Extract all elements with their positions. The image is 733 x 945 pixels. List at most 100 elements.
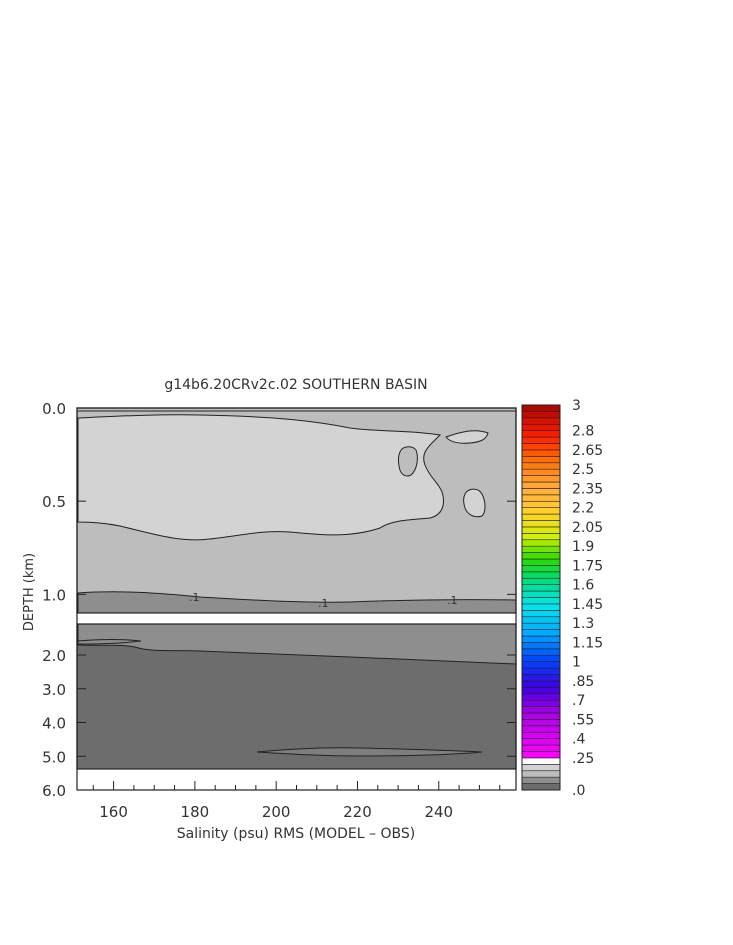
colorbar-segment — [521, 667, 561, 675]
colorbar-label: 1.45 — [572, 597, 603, 613]
y-tick-label: 3.0 — [42, 681, 66, 699]
colorbar-segment — [521, 520, 561, 528]
colorbar-segment — [521, 603, 561, 611]
colorbar-segment — [521, 500, 561, 508]
lower-panel-upper-band — [77, 623, 517, 665]
colorbar-segment — [521, 539, 561, 547]
y-tick-label: 2.0 — [42, 647, 66, 665]
colorbar-label: 1.15 — [572, 635, 603, 651]
y-tick-label: 4.0 — [42, 715, 66, 733]
colorbar-segment — [521, 545, 561, 553]
colorbar-segment — [521, 417, 561, 425]
colorbar-segment — [521, 533, 561, 541]
colorbar-segment — [521, 764, 561, 772]
colorbar-frame — [521, 404, 561, 791]
y-axis-label: DEPTH (km) — [22, 553, 37, 631]
colorbar-segment — [521, 719, 561, 727]
x-tick-label: 200 — [262, 803, 291, 821]
colorbar-segment — [521, 488, 561, 496]
colorbar-segment — [521, 411, 561, 419]
colorbar-label: .0 — [572, 783, 585, 799]
lower-panel-sliver — [77, 639, 142, 645]
colorbar — [521, 404, 561, 791]
colorbar-segment — [521, 687, 561, 695]
colorbar-segment — [521, 654, 561, 662]
y-tick-label: 5.0 — [42, 748, 66, 766]
lower-panel-deep-lens — [256, 747, 483, 757]
colorbar-segment — [521, 481, 561, 489]
colorbar-segment — [521, 661, 561, 669]
colorbar-segment — [521, 430, 561, 438]
colorbar-segment — [521, 738, 561, 746]
x-axis: 160 180 200 220 240 — [92, 781, 501, 821]
colorbar-segment — [521, 423, 561, 431]
colorbar-segment — [521, 449, 561, 457]
colorbar-segment — [521, 731, 561, 739]
colorbar-label: 1.6 — [572, 578, 594, 594]
y-tick-label: 0.0 — [42, 400, 66, 418]
colorbar-segment — [521, 404, 561, 412]
colorbar-segment — [521, 462, 561, 470]
colorbar-label: .4 — [572, 732, 585, 748]
upper-panel: .1 .1 .1 — [76, 407, 517, 614]
colorbar-label: 2.8 — [572, 424, 594, 440]
colorbar-segment — [521, 635, 561, 643]
x-axis-label: Salinity (psu) RMS (MODEL – OBS) — [177, 826, 415, 842]
colorbar-label: 1 — [572, 655, 581, 671]
colorbar-segment — [521, 597, 561, 605]
contour-label: .1 — [447, 594, 458, 607]
y-tick-label: 1.0 — [42, 586, 66, 604]
colorbar-segment — [521, 622, 561, 630]
colorbar-segment — [521, 565, 561, 573]
x-tick-label: 220 — [343, 803, 372, 821]
colorbar-segment — [521, 494, 561, 502]
colorbar-segment — [521, 468, 561, 476]
colorbar-segment — [521, 513, 561, 521]
colorbar-segment — [521, 526, 561, 534]
colorbar-label: 1.75 — [572, 558, 603, 574]
colorbar-segment — [521, 776, 561, 784]
colorbar-label: .25 — [572, 751, 594, 767]
colorbar-segment — [521, 674, 561, 682]
x-tick-label: 240 — [424, 803, 453, 821]
colorbar-label: 1.3 — [572, 616, 594, 632]
colorbar-label: 2.35 — [572, 481, 603, 497]
colorbar-label: .55 — [572, 712, 594, 728]
colorbar-label: 3 — [572, 398, 581, 414]
colorbar-segment — [521, 642, 561, 650]
y-axis-upper: 0.0 0.5 1.0 — [42, 400, 516, 604]
colorbar-label: 1.9 — [572, 539, 594, 555]
colorbar-segment — [521, 571, 561, 579]
colorbar-segment — [521, 590, 561, 598]
colorbar-segment — [521, 648, 561, 656]
colorbar-segment — [521, 770, 561, 778]
colorbar-label: 2.2 — [572, 501, 594, 517]
colorbar-label: .85 — [572, 674, 594, 690]
upper-panel-island-a — [397, 446, 418, 477]
colorbar-segment — [521, 584, 561, 592]
colorbar-segment — [521, 507, 561, 515]
x-tick-label: 180 — [181, 803, 210, 821]
colorbar-segment — [521, 699, 561, 707]
contour-label: .1 — [189, 591, 200, 604]
colorbar-label: .7 — [572, 693, 585, 709]
colorbar-segment — [521, 443, 561, 451]
colorbar-label: 2.5 — [572, 462, 594, 478]
colorbar-labels: 3 2.8 2.65 2.5 2.35 2.2 2.05 1.9 1.75 1.6 1.45 1.3 1… — [572, 398, 603, 799]
colorbar-segment — [521, 725, 561, 733]
colorbar-segment — [521, 693, 561, 701]
x-tick-label: 160 — [99, 803, 128, 821]
y-axis-lower: 2.0 3.0 4.0 5.0 6.0 — [42, 647, 516, 800]
colorbar-segment — [521, 577, 561, 585]
lower-panel — [76, 623, 517, 770]
colorbar-segment — [521, 783, 561, 791]
upper-panel-light-patch-a — [445, 430, 489, 444]
upper-panel-dark-band — [77, 591, 517, 614]
y-tick-label: 0.5 — [42, 493, 66, 511]
colorbar-segment — [521, 436, 561, 444]
colorbar-segment — [521, 456, 561, 464]
colorbar-label: 2.05 — [572, 520, 603, 536]
colorbar-label: 2.65 — [572, 443, 603, 459]
colorbar-segment — [521, 757, 561, 765]
